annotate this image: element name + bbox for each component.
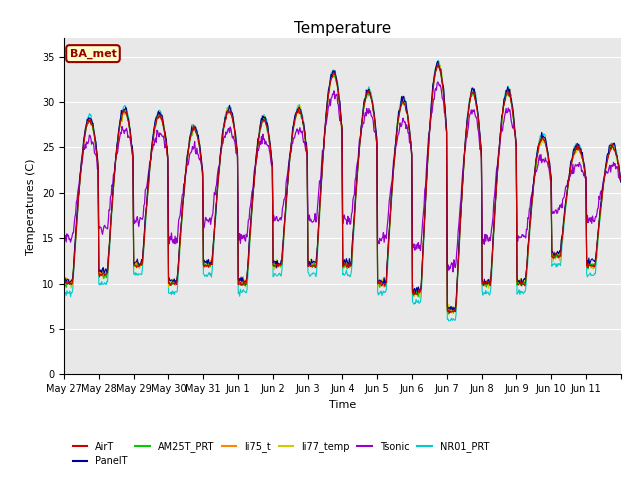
NR01_PRT	[617, 178, 625, 183]
NR01_PRT	[276, 272, 284, 278]
PanelT	[431, 70, 439, 75]
Line: li77_temp: li77_temp	[64, 61, 621, 313]
Line: PanelT: PanelT	[64, 61, 621, 310]
Line: AM25T_PRT: AM25T_PRT	[64, 65, 621, 314]
AirT	[434, 62, 442, 68]
AM25T_PRT	[255, 133, 263, 139]
AM25T_PRT	[228, 113, 236, 119]
PanelT	[617, 179, 625, 185]
AirT	[431, 72, 439, 78]
PanelT	[125, 123, 133, 129]
li75_t	[60, 277, 68, 283]
NR01_PRT	[228, 110, 236, 116]
AM25T_PRT	[276, 264, 284, 269]
Line: NR01_PRT: NR01_PRT	[64, 60, 621, 321]
Tsonic	[125, 134, 133, 140]
li75_t	[617, 176, 625, 181]
Tsonic	[431, 87, 439, 93]
AM25T_PRT	[125, 125, 133, 131]
li77_temp	[276, 262, 284, 268]
li77_temp	[60, 279, 68, 285]
Line: li75_t: li75_t	[64, 65, 621, 312]
PanelT	[228, 109, 236, 115]
li77_temp	[125, 125, 133, 131]
AirT	[617, 177, 625, 182]
PanelT	[450, 307, 458, 312]
AM25T_PRT	[617, 179, 625, 184]
AM25T_PRT	[400, 102, 408, 108]
li77_temp	[400, 97, 408, 103]
Tsonic	[617, 177, 625, 183]
NR01_PRT	[431, 67, 439, 72]
AM25T_PRT	[431, 72, 439, 78]
li77_temp	[449, 311, 457, 316]
NR01_PRT	[255, 127, 263, 133]
li75_t	[431, 70, 439, 76]
li77_temp	[431, 74, 439, 80]
li77_temp	[255, 131, 263, 137]
AirT	[228, 113, 236, 119]
PanelT	[434, 59, 442, 64]
Tsonic	[60, 237, 68, 243]
Line: Tsonic: Tsonic	[64, 82, 621, 272]
Tsonic	[228, 131, 236, 137]
PanelT	[60, 279, 68, 285]
NR01_PRT	[445, 318, 452, 324]
X-axis label: Time: Time	[329, 400, 356, 409]
AM25T_PRT	[60, 280, 68, 286]
li75_t	[400, 99, 408, 105]
li75_t	[433, 62, 441, 68]
li77_temp	[435, 59, 442, 64]
Tsonic	[400, 118, 408, 124]
li77_temp	[617, 179, 625, 185]
li75_t	[276, 263, 284, 268]
AM25T_PRT	[433, 62, 441, 68]
li77_temp	[228, 115, 236, 120]
Line: AirT: AirT	[64, 65, 621, 313]
AM25T_PRT	[445, 311, 452, 317]
AirT	[125, 124, 133, 130]
li75_t	[228, 112, 236, 118]
Text: BA_met: BA_met	[70, 48, 116, 59]
NR01_PRT	[60, 289, 68, 295]
PanelT	[255, 131, 263, 137]
NR01_PRT	[435, 58, 442, 63]
NR01_PRT	[400, 95, 408, 100]
AirT	[276, 262, 284, 267]
AirT	[445, 310, 453, 316]
Tsonic	[255, 144, 263, 149]
AirT	[400, 100, 408, 106]
li75_t	[255, 131, 263, 136]
Legend: AirT, PanelT, AM25T_PRT, li75_t, li77_temp, Tsonic, NR01_PRT: AirT, PanelT, AM25T_PRT, li75_t, li77_te…	[69, 438, 493, 470]
PanelT	[400, 94, 408, 99]
li75_t	[125, 124, 133, 130]
Tsonic	[449, 269, 457, 275]
Title: Temperature: Temperature	[294, 21, 391, 36]
Tsonic	[434, 79, 442, 85]
PanelT	[276, 262, 284, 268]
AirT	[255, 131, 263, 137]
li75_t	[450, 309, 458, 315]
Tsonic	[276, 215, 284, 220]
AirT	[60, 280, 68, 286]
NR01_PRT	[125, 121, 133, 127]
Y-axis label: Temperatures (C): Temperatures (C)	[26, 158, 36, 255]
